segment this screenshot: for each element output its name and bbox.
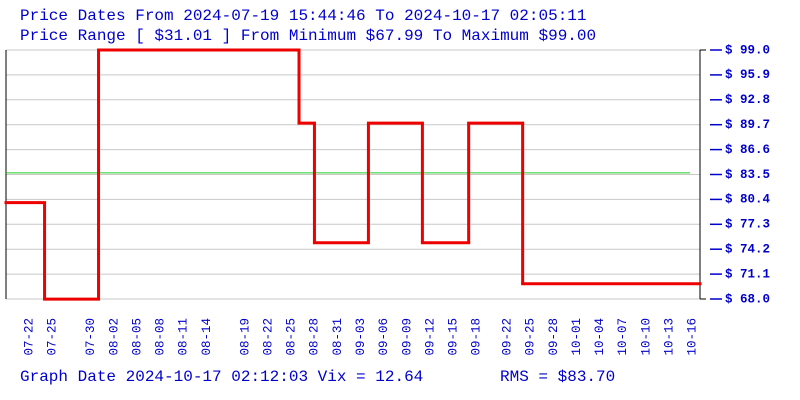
x-tick-label: 10-10 bbox=[639, 318, 653, 356]
x-tick-label: 07-25 bbox=[46, 318, 60, 356]
chart-title: Price Dates From 2024-07-19 15:44:46 To … bbox=[20, 7, 587, 25]
x-tick-label: 08-14 bbox=[200, 318, 214, 356]
x-tick-label: 09-03 bbox=[354, 318, 368, 356]
x-tick-label: 08-02 bbox=[107, 318, 121, 356]
x-tick-label: 10-01 bbox=[570, 318, 584, 356]
y-tick-label: $ 80.4 bbox=[725, 193, 771, 207]
y-tick-label: $ 68.0 bbox=[725, 292, 770, 306]
x-tick-label: 09-22 bbox=[501, 318, 515, 356]
x-tick-label: 09-15 bbox=[447, 318, 461, 356]
x-tick-label: 07-22 bbox=[22, 318, 36, 356]
chart-subtitle: Price Range [ $31.01 ] From Minimum $67.… bbox=[20, 27, 596, 45]
x-tick-label: 09-06 bbox=[377, 318, 391, 356]
x-tick-label: 08-11 bbox=[177, 318, 191, 356]
y-tick-label: $ 86.6 bbox=[725, 143, 770, 157]
y-tick-label: $ 92.8 bbox=[725, 93, 770, 107]
x-tick-label: 09-18 bbox=[470, 318, 484, 356]
y-tick-label: $ 71.1 bbox=[725, 267, 770, 281]
x-tick-label: 08-19 bbox=[238, 318, 252, 356]
x-tick-label: 08-22 bbox=[261, 318, 275, 356]
x-tick-label: 08-28 bbox=[308, 318, 322, 356]
y-tick-label: $ 89.7 bbox=[725, 118, 770, 132]
y-tick-label: $ 74.2 bbox=[725, 242, 770, 256]
y-tick-label: $ 95.9 bbox=[725, 68, 770, 82]
x-tick-label: 08-25 bbox=[285, 318, 299, 356]
footer-rms: RMS = $83.70 bbox=[500, 368, 615, 386]
x-tick-label: 10-16 bbox=[686, 318, 700, 356]
y-tick-label: $ 83.5 bbox=[725, 168, 770, 182]
x-tick-label: 10-04 bbox=[593, 318, 607, 356]
y-tick-label: $ 77.3 bbox=[725, 218, 770, 232]
x-tick-label: 08-05 bbox=[130, 318, 144, 356]
x-tick-label: 10-07 bbox=[616, 318, 630, 356]
x-tick-label: 08-31 bbox=[331, 318, 345, 356]
x-tick-label: 10-13 bbox=[662, 318, 676, 356]
x-tick-label: 08-08 bbox=[154, 318, 168, 356]
x-tick-label: 09-09 bbox=[400, 318, 414, 356]
x-tick-label: 09-28 bbox=[547, 318, 561, 356]
footer: Graph Date 2024-10-17 02:12:03 Vix = 12.… bbox=[20, 368, 423, 386]
x-tick-label: 09-12 bbox=[423, 318, 437, 356]
y-tick-label: $ 99.0 bbox=[725, 43, 770, 57]
x-tick-label: 07-30 bbox=[84, 318, 98, 356]
x-tick-label: 09-25 bbox=[524, 318, 538, 356]
